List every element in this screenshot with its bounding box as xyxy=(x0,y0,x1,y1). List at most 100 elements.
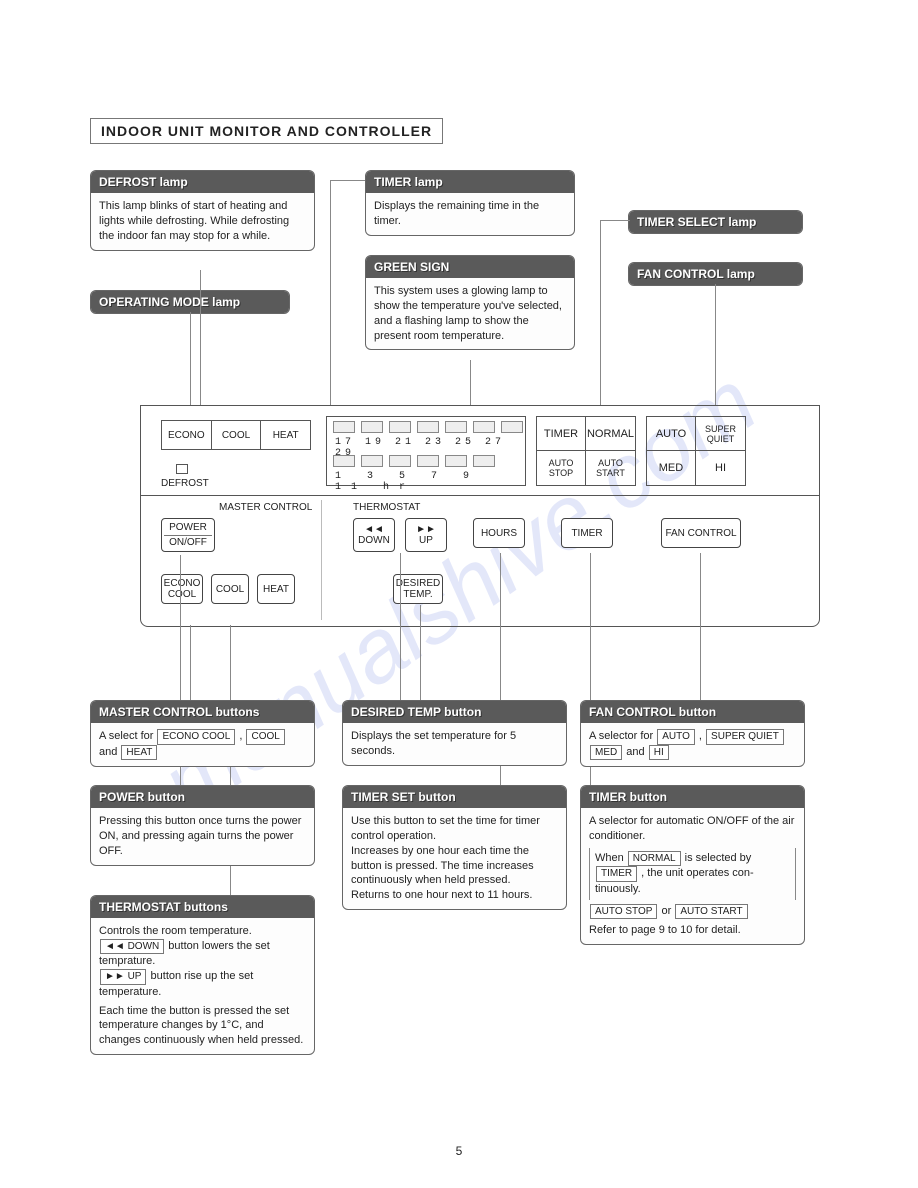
callout-title: TIMER SET button xyxy=(343,786,566,808)
down-label: DOWN xyxy=(358,535,390,546)
power-label: POWER xyxy=(169,522,207,533)
super-quiet-display: SUPER QUIET xyxy=(696,417,745,451)
text: A selector for xyxy=(589,730,656,742)
text: Refer to page 9 to 10 for detail. xyxy=(589,923,796,938)
callout-title: OPERATING MODE lamp xyxy=(91,291,289,313)
callout-title: THERMOSTAT buttons xyxy=(91,896,314,918)
connector-line xyxy=(200,270,201,405)
text: Each time the button is pressed the set … xyxy=(99,1004,306,1049)
divider xyxy=(321,500,322,620)
callout-body: Displays the set temperature for 5 secon… xyxy=(343,723,566,765)
up-symbol: ►► xyxy=(416,524,436,535)
down-symbol: ◄◄ xyxy=(364,524,384,535)
cool-button[interactable]: COOL xyxy=(211,574,249,604)
callout-body: A select for ECONO COOL , COOL and HEAT xyxy=(91,723,314,766)
callout-defrost-lamp: DEFROST lamp This lamp blinks of start o… xyxy=(90,170,315,251)
normal-display: NORMAL xyxy=(586,417,635,451)
temp-segments xyxy=(333,421,523,433)
timer-select-group: TIMER NORMAL AUTO STOP AUTO START xyxy=(536,416,636,486)
heat-display: HEAT xyxy=(261,421,310,449)
callout-fan-control-button: FAN CONTROL button A selector for AUTO ,… xyxy=(580,700,805,767)
connector-line xyxy=(190,312,191,405)
connector-line xyxy=(600,220,601,405)
fan-control-button[interactable]: FAN CONTROL xyxy=(661,518,741,548)
defrost-label: DEFROST xyxy=(161,478,209,489)
callout-title: DEFROST lamp xyxy=(91,171,314,193)
callout-body: A selector for automatic ON/OFF of the a… xyxy=(581,808,804,944)
connector-line xyxy=(715,284,716,405)
callout-thermostat-buttons: THERMOSTAT buttons Controls the room tem… xyxy=(90,895,315,1055)
mini-btn-econo-cool: ECONO COOL xyxy=(157,729,235,745)
connector-line xyxy=(700,553,701,703)
callout-desired-temp-button: DESIRED TEMP button Displays the set tem… xyxy=(342,700,567,766)
cool-display: COOL xyxy=(212,421,262,449)
hours-button[interactable]: HOURS xyxy=(473,518,525,548)
master-control-label: MASTER CONTROL xyxy=(219,502,312,513)
callout-green-sign: GREEN SIGN This system uses a glowing la… xyxy=(365,255,575,350)
callout-body: This system uses a glowing lamp to show … xyxy=(366,278,574,349)
mini-btn-auto: AUTO xyxy=(657,729,695,745)
callout-timer-lamp: TIMER lamp Displays the remaining time i… xyxy=(365,170,575,236)
power-button[interactable]: POWER ON/OFF xyxy=(161,518,215,552)
text: A selector for automatic ON/OFF of the a… xyxy=(589,814,796,844)
econo-display: ECONO xyxy=(162,421,212,449)
hr-values: 1 3 5 7 9 11 hr xyxy=(335,471,525,493)
mini-btn-heat: HEAT xyxy=(121,745,157,761)
callout-title: FAN CONTROL button xyxy=(581,701,804,723)
panel-controls-row: MASTER CONTROL THERMOSTAT POWER ON/OFF E… xyxy=(141,496,819,626)
callout-body: Displays the remaining time in the timer… xyxy=(366,193,574,235)
callout-operating-mode-lamp: OPERATING MODE lamp xyxy=(90,290,290,314)
text: Controls the room temperature. xyxy=(99,924,306,939)
callout-body: Pressing this button once turns the powe… xyxy=(91,808,314,865)
mini-btn-down: ◄◄ DOWN xyxy=(100,939,164,955)
auto-start-display: AUTO START xyxy=(586,451,635,485)
heat-button[interactable]: HEAT xyxy=(257,574,295,604)
down-button[interactable]: ◄◄ DOWN xyxy=(353,518,395,552)
callout-master-control-buttons: MASTER CONTROL buttons A select for ECON… xyxy=(90,700,315,767)
control-panel: ECONO COOL HEAT DEFROST 17 19 21 23 25 2… xyxy=(140,405,820,627)
auto-stop-display: AUTO STOP xyxy=(537,451,586,485)
text: A select for xyxy=(99,730,156,742)
callout-title: FAN CONTROL lamp xyxy=(629,263,802,285)
med-display: MED xyxy=(647,451,696,485)
timer-button[interactable]: TIMER xyxy=(561,518,613,548)
panel-display-row: ECONO COOL HEAT DEFROST 17 19 21 23 25 2… xyxy=(141,406,819,496)
lcd-group: 17 19 21 23 25 27 29 1 3 5 7 9 11 hr xyxy=(326,416,526,486)
mini-btn-super-quiet: SUPER QUIET xyxy=(706,729,784,745)
callout-body: Controls the room temperature. ◄◄ DOWN b… xyxy=(91,918,314,1054)
timer-display: TIMER xyxy=(537,417,586,451)
text: , xyxy=(239,730,245,742)
fan-display-group: AUTO SUPER QUIET MED HI xyxy=(646,416,746,486)
hi-display: HI xyxy=(696,451,745,485)
callout-fan-control-lamp: FAN CONTROL lamp xyxy=(628,262,803,286)
connector-line xyxy=(330,180,365,181)
connector-line xyxy=(190,625,191,705)
callout-body: A selector for AUTO , SUPER QUIET MED an… xyxy=(581,723,804,766)
up-button[interactable]: ►► UP xyxy=(405,518,447,552)
page: manualshive.com INDOOR UNIT MONITOR AND … xyxy=(0,0,918,1188)
callout-title: TIMER lamp xyxy=(366,171,574,193)
callout-title: DESIRED TEMP button xyxy=(343,701,566,723)
thermostat-label: THERMOSTAT xyxy=(353,502,420,513)
mini-btn-auto-start: AUTO START xyxy=(675,904,747,920)
text: and xyxy=(626,746,647,758)
main-title: INDOOR UNIT MONITOR AND CONTROLLER xyxy=(90,118,443,144)
econo-cool-button[interactable]: ECONO COOL xyxy=(161,574,203,604)
page-number: 5 xyxy=(456,1144,463,1158)
callout-title: MASTER CONTROL buttons xyxy=(91,701,314,723)
connector-line xyxy=(330,180,331,405)
callout-title: TIMER SELECT lamp xyxy=(629,211,802,233)
auto-display: AUTO xyxy=(647,417,696,451)
callout-power-button: POWER button Pressing this button once t… xyxy=(90,785,315,866)
connector-line xyxy=(400,553,401,705)
callout-timer-button: TIMER button A selector for automatic ON… xyxy=(580,785,805,945)
callout-title: GREEN SIGN xyxy=(366,256,574,278)
mini-btn-normal: NORMAL xyxy=(628,851,681,867)
callout-body: This lamp blinks of start of heating and… xyxy=(91,193,314,250)
callout-title: TIMER button xyxy=(581,786,804,808)
callout-body: Use this button to set the time for time… xyxy=(343,808,566,909)
connector-line xyxy=(470,360,471,405)
text: is selected by xyxy=(685,852,752,864)
connector-line xyxy=(600,220,630,221)
callout-title: POWER button xyxy=(91,786,314,808)
